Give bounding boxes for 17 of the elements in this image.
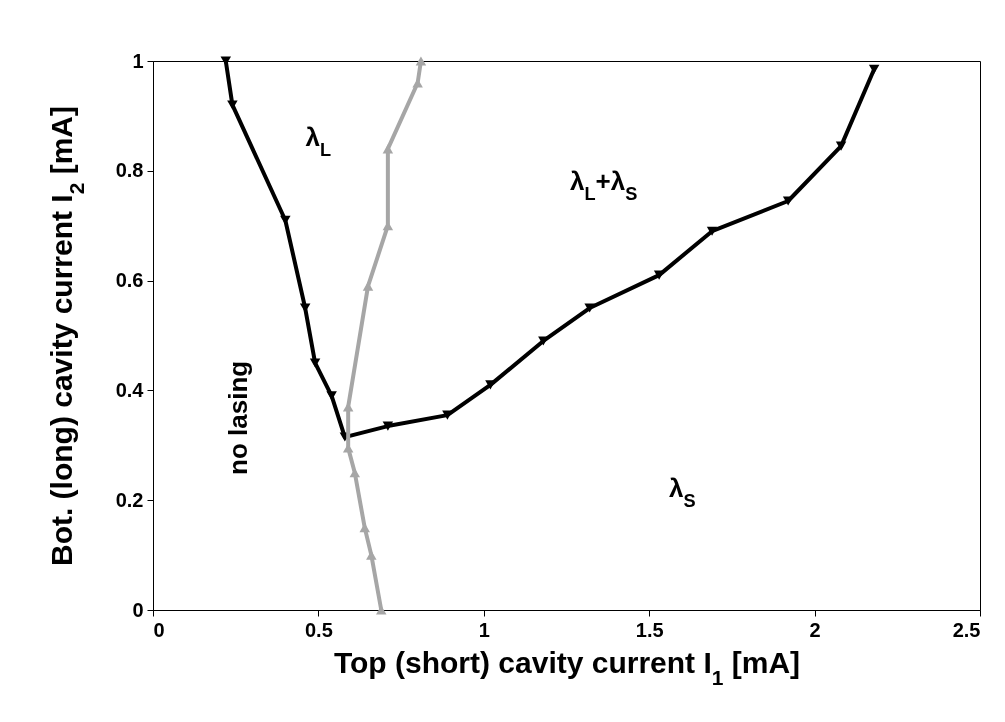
x-tick-label: 0.5 [304, 618, 333, 641]
x-tick-label: 2.5 [952, 618, 981, 641]
x-tick-label: 1.5 [635, 618, 664, 641]
x-tick-label: 2 [809, 618, 821, 641]
annotation: λ$_{S}$ [668, 473, 696, 512]
x-tick-label: 0 [153, 618, 165, 641]
y-tick-label: 0.2 [115, 488, 144, 511]
y-tick-label: 0.6 [115, 269, 144, 292]
annotation: λ$_{L}$ [305, 121, 332, 160]
annotation: λ$_{L}$+λ$_{S}$ [570, 165, 638, 204]
y-tick-label: 0.8 [115, 159, 144, 182]
x-tick-label: 1 [478, 618, 490, 641]
annotation: no lasing [223, 360, 254, 475]
y-tick-label: 1 [132, 49, 144, 72]
y-tick-label: 0.4 [115, 378, 145, 401]
x-axis-title: Top (short) cavity current I$_{1}$ [mA] [333, 645, 801, 688]
y-tick-label: 0 [132, 598, 144, 621]
